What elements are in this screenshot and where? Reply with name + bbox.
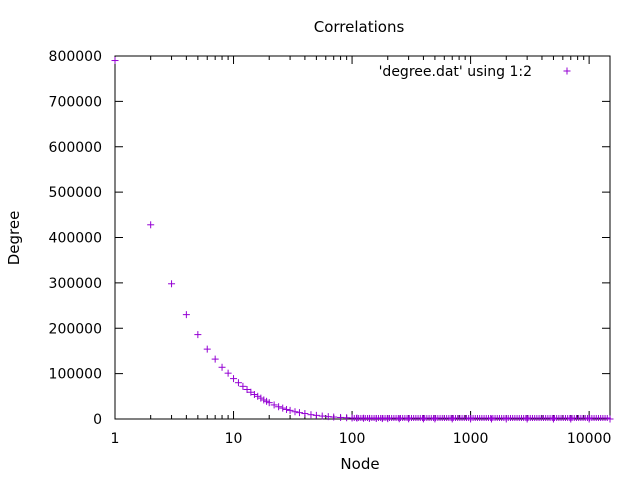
data-point [257,394,265,402]
legend-marker [563,67,571,75]
y-axis: 0 100000 200000 300000 400000 500000 600000 700… [49,49,610,428]
data-points [111,57,614,423]
x-tick-label: 1 [111,431,120,447]
data-point [283,405,291,413]
data-point [567,415,575,423]
data-point [312,411,320,419]
data-point [265,399,273,407]
y-axis-label: Degree [5,211,23,266]
data-point [291,408,299,416]
data-point [270,401,278,409]
y-tick-label: 700000 [49,94,102,110]
data-point [111,57,119,65]
data-point [487,415,495,423]
y-tick-label: 500000 [49,185,102,201]
data-point [337,413,345,421]
data-point [224,369,232,377]
data-point [275,403,283,411]
data-point [250,390,258,398]
data-point [243,386,251,394]
data-point [234,379,242,387]
y-tick-label: 200000 [49,321,102,337]
data-point [395,415,403,423]
legend: 'degree.dat' using 1:2 [379,64,571,80]
y-tick-label: 400000 [49,231,102,247]
data-point [330,413,338,421]
x-tick-label: 100 [339,431,366,447]
data-point [194,331,202,339]
data-point [147,221,155,229]
legend-plus-icon [563,67,571,75]
x-axis-label: Node [340,455,379,473]
x-tick-label: 10000 [567,431,612,447]
data-point [286,406,294,414]
data-point [307,411,315,419]
data-point [523,415,531,423]
data-point [318,412,326,420]
data-point [254,392,262,400]
data-point [295,409,303,417]
data-point [431,415,439,423]
data-point [168,280,176,288]
data-point [419,415,427,423]
x-tick-label: 1000 [453,431,489,447]
plot-area-border [114,55,611,420]
y-tick-label: 100000 [49,367,102,383]
data-point [230,375,238,383]
y-tick-label: 0 [93,412,102,428]
dense-tail-points [348,415,611,421]
data-point [203,345,211,353]
y-tick-label: 300000 [49,276,102,292]
data-point [182,311,190,319]
data-point [448,415,456,423]
x-tick-label: 10 [225,431,243,447]
data-point [279,404,287,412]
chart-title: Correlations [314,18,405,36]
data-point [218,363,226,371]
y-tick-label: 600000 [49,140,102,156]
data-point [211,355,219,363]
data-point [405,415,413,423]
y-tick-label: 800000 [49,49,102,65]
data-point [549,415,557,423]
data-point [239,382,247,390]
x-axis: 1 10 100 1000 10000 [111,56,612,447]
legend-label: 'degree.dat' using 1:2 [379,64,532,80]
data-point [301,410,309,418]
data-point [247,388,255,396]
